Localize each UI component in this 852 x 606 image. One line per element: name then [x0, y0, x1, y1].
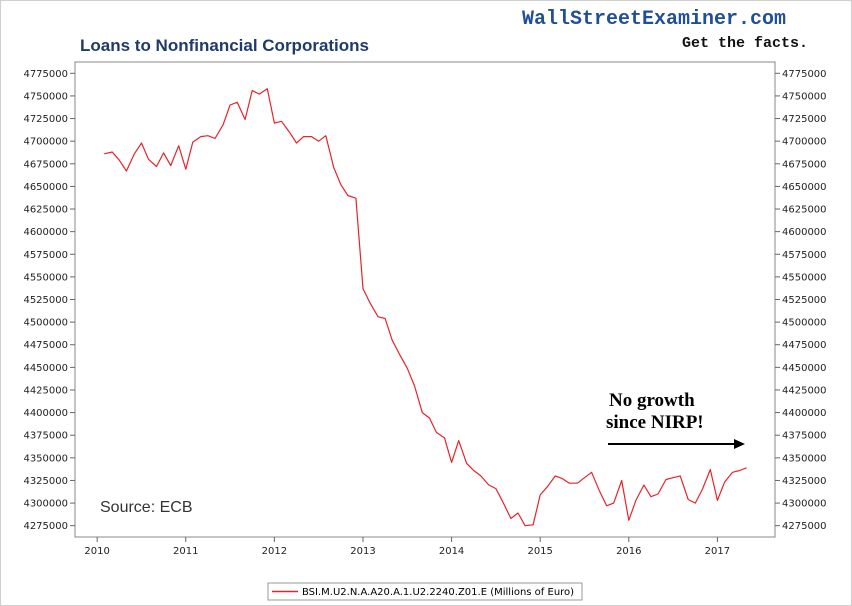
- plot-area: [74, 61, 776, 538]
- y-tick-label-right: 4350000: [782, 453, 827, 464]
- y-axis-right: 4275000 4300000 4325000 4350000 4375000 44000…: [775, 69, 827, 532]
- y-tick-label-left: 4575000: [23, 250, 68, 261]
- y-tick-label-right: 4400000: [782, 408, 827, 419]
- y-tick-label-left: 4650000: [23, 182, 68, 193]
- y-tick-label-right: 4725000: [782, 114, 827, 125]
- y-tick-label-left: 4300000: [23, 499, 68, 510]
- y-tick-label-right: 4775000: [782, 69, 827, 80]
- x-tick-label: 2017: [705, 546, 730, 557]
- legend-box: [267, 582, 583, 601]
- y-tick-label-left: 4400000: [23, 408, 68, 419]
- y-tick-label-left: 4325000: [23, 476, 68, 487]
- x-tick-label: 2012: [262, 546, 287, 557]
- y-tick-label-left: 4525000: [23, 295, 68, 306]
- y-tick-label-right: 4475000: [782, 340, 827, 351]
- y-tick-label-right: 4700000: [782, 137, 827, 148]
- x-tick-label: 2010: [84, 546, 109, 557]
- annotation-line-2: since NIRP!: [606, 412, 704, 433]
- y-tick-label-right: 4375000: [782, 431, 827, 442]
- y-axis-left: 4275000 4300000 4325000 4350000 4375000 44000…: [23, 69, 75, 532]
- y-tick-label-right: 4675000: [782, 159, 827, 170]
- annotation-line-1: No growth: [609, 390, 695, 411]
- x-tick-label: 2011: [173, 546, 198, 557]
- series-line: [104, 88, 747, 527]
- y-tick-label-right: 4600000: [782, 227, 827, 238]
- y-tick-label-right: 4300000: [782, 499, 827, 510]
- y-tick-label-right: 4650000: [782, 182, 827, 193]
- y-tick-label-left: 4550000: [23, 272, 68, 283]
- brand-name: WallStreetExaminer.com: [522, 8, 786, 31]
- y-tick-label-left: 4275000: [23, 521, 68, 532]
- y-tick-label-left: 4450000: [23, 363, 68, 374]
- y-tick-label-left: 4425000: [23, 385, 68, 396]
- y-tick-label-left: 4675000: [23, 159, 68, 170]
- y-tick-label-right: 4450000: [782, 363, 827, 374]
- legend-label: BSI.M.U2.N.A.A20.A.1.U2.2240.Z01.E (Mill…: [302, 587, 574, 598]
- y-tick-label-right: 4275000: [782, 521, 827, 532]
- y-tick-label-left: 4375000: [23, 431, 68, 442]
- y-tick-label-right: 4575000: [782, 250, 827, 261]
- y-tick-label-right: 4550000: [782, 272, 827, 283]
- y-tick-label-left: 4775000: [23, 69, 68, 80]
- y-tick-label-left: 4625000: [23, 205, 68, 216]
- y-tick-label-left: 4600000: [23, 227, 68, 238]
- y-tick-label-left: 4750000: [23, 91, 68, 102]
- y-tick-label-left: 4725000: [23, 114, 68, 125]
- x-tick-label: 2013: [350, 546, 375, 557]
- x-tick-label: 2015: [527, 546, 552, 557]
- x-tick-label: 2016: [616, 546, 641, 557]
- brand-tagline: Get the facts.: [682, 35, 808, 52]
- y-tick-label-right: 4325000: [782, 476, 827, 487]
- y-tick-label-left: 4475000: [23, 340, 68, 351]
- y-tick-label-right: 4525000: [782, 295, 827, 306]
- chart-title: Loans to Nonfinancial Corporations: [80, 36, 369, 55]
- annotation-arrow-head: [734, 439, 745, 449]
- x-axis: 2010 2011 2012 2013 2014 2015 2016 2017: [84, 537, 730, 557]
- y-tick-label-right: 4750000: [782, 91, 827, 102]
- y-tick-label-left: 4500000: [23, 318, 68, 329]
- y-tick-label-right: 4425000: [782, 385, 827, 396]
- y-tick-label-left: 4350000: [23, 453, 68, 464]
- source-note: Source: ECB: [100, 499, 192, 516]
- x-tick-label: 2014: [439, 546, 464, 557]
- y-tick-label-right: 4500000: [782, 318, 827, 329]
- y-tick-label-left: 4700000: [23, 137, 68, 148]
- y-tick-label-right: 4625000: [782, 205, 827, 216]
